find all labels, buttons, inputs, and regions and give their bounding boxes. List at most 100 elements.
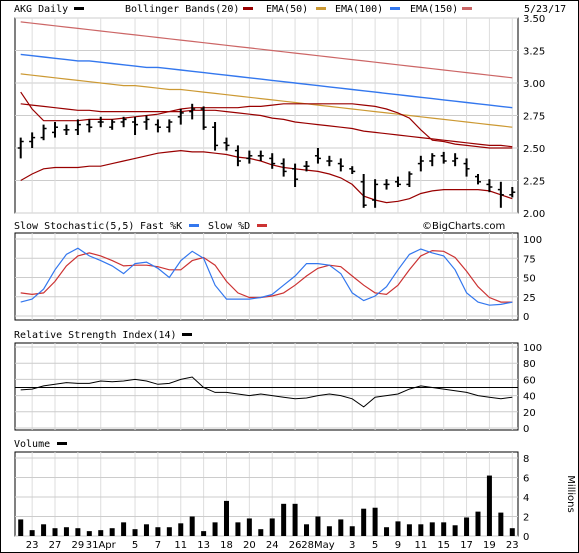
ohlc-bar <box>120 116 127 128</box>
ohlc-bar <box>234 145 241 167</box>
rsi-y-tick-label: 80 <box>523 359 536 370</box>
volume-bar <box>292 503 298 536</box>
volume-bar <box>109 528 115 536</box>
ohlc-bar <box>394 176 401 187</box>
bollinger-lower-line <box>20 149 513 204</box>
rsi-panel: 0 20 40 60 80 100 Relative Strength Index(14) <box>14 330 542 435</box>
ema150-legend-swatch <box>462 7 472 10</box>
volume-unit-label: Millions <box>565 475 576 512</box>
ohlc-bar <box>406 171 413 187</box>
volume-bar <box>338 519 344 536</box>
stochastic-y-tick-label: 0 <box>523 312 529 323</box>
x-tick-label: 11 <box>174 540 187 551</box>
volume-y-tick-label: 8 <box>523 454 529 465</box>
volume-bar <box>86 531 92 536</box>
volume-bar <box>429 522 435 536</box>
x-tick-label: 24 <box>266 540 279 551</box>
stochastic-title: Slow Stochastic(5,5) <box>14 221 134 232</box>
ohlc-bar <box>269 153 276 169</box>
date-label: 5/23/17 <box>524 4 566 15</box>
rsi-legend-swatch <box>182 333 192 336</box>
ohlc-bar <box>326 155 333 167</box>
x-tick-label: 5 <box>372 540 378 551</box>
volume-bar <box>235 522 241 536</box>
volume-bar <box>509 528 515 536</box>
price-y-tick-label: 3.50 <box>523 14 545 25</box>
ohlc-bar <box>452 153 459 167</box>
volume-bar <box>349 526 355 536</box>
volume-bar <box>246 518 252 536</box>
ema150-label: EMA(150) <box>410 4 458 15</box>
x-tick-label: 29 <box>72 540 85 551</box>
volume-bar <box>269 518 275 536</box>
volume-bar <box>315 516 321 536</box>
volume-bar <box>406 524 412 536</box>
volume-bar <box>212 522 218 536</box>
ohlc-bar <box>360 174 367 208</box>
volume-legend-swatch <box>57 442 67 445</box>
volume-bar <box>75 528 81 536</box>
volume-y-tick-label: 4 <box>523 493 529 504</box>
stochastic-y-tick-label: 100 <box>523 235 542 246</box>
volume-bar <box>372 507 378 536</box>
stochastic-y-tick-label: 25 <box>523 293 536 304</box>
volume-bar <box>441 522 447 536</box>
rsi-lines <box>20 376 513 408</box>
price-ohlc-bars <box>17 103 516 208</box>
x-tick-label: 17 <box>460 540 473 551</box>
ohlc-bar <box>440 151 447 164</box>
ohlc-bar <box>52 122 59 138</box>
price-y-axis: 2.00 2.25 2.50 2.75 3.00 3.25 3.50 <box>523 14 545 220</box>
price-panel: 2.00 2.25 2.50 2.75 3.00 3.25 3.50 AKG Daily B… <box>14 4 566 220</box>
rsi-y-tick-label: 60 <box>523 375 536 386</box>
volume-plot-area <box>14 451 519 537</box>
volume-bar <box>258 529 264 536</box>
fast-k-label: Fast %K <box>140 221 182 232</box>
x-tick-label: 7 <box>155 540 161 551</box>
volume-y-tick-label: 2 <box>523 513 529 524</box>
price-y-tick-label: 2.00 <box>523 209 545 220</box>
volume-bar <box>281 503 287 536</box>
rsi-y-tick-label: 40 <box>523 392 536 403</box>
ema-long-line <box>20 21 513 79</box>
ema50-legend-swatch <box>316 7 326 10</box>
x-tick-label: 11 <box>414 540 427 551</box>
x-tick-label: 3 <box>349 540 355 551</box>
ohlc-bar <box>29 132 36 148</box>
x-axis: 23 27 29 31Apr 5 7 11 13 18 20 24 26 28May 3 5 9 11 15 17 1… <box>26 540 519 551</box>
price-overlays <box>20 21 513 204</box>
ohlc-bar <box>257 150 264 161</box>
stochastic-lines <box>20 247 513 306</box>
volume-bar <box>166 527 172 536</box>
rsi-plot-area <box>14 342 519 431</box>
x-tick-label: 5 <box>132 540 138 551</box>
volume-y-tick-label: 0 <box>523 532 529 543</box>
ohlc-bar <box>337 158 344 172</box>
x-tick-label: 23 <box>506 540 519 551</box>
ohlc-bar <box>349 166 356 174</box>
ohlc-bar <box>223 137 230 151</box>
rsi-title: Relative Strength Index(14) <box>14 330 177 341</box>
slow-d-label: Slow %D <box>208 221 250 232</box>
x-tick-label: 23 <box>26 540 39 551</box>
price-y-tick-label: 3.00 <box>523 79 545 90</box>
ema150-line <box>20 53 513 109</box>
ema100-line <box>20 73 513 128</box>
ohlc-bar <box>280 158 287 177</box>
volume-bar <box>29 530 35 536</box>
ohlc-bar <box>486 179 493 193</box>
ohlc-bar <box>292 163 299 187</box>
rsi-y-tick-label: 20 <box>523 408 536 419</box>
bollinger-label: Bollinger Bands(20) <box>125 4 239 15</box>
price-y-tick-label: 2.25 <box>523 177 545 188</box>
volume-bar <box>304 524 310 536</box>
rsi-y-tick-label: 100 <box>523 343 542 354</box>
slow-d-line <box>20 249 513 303</box>
ohlc-bar <box>212 122 219 151</box>
ohlc-bar <box>154 119 161 133</box>
rsi-line <box>20 376 513 408</box>
ohlc-bar <box>509 187 516 198</box>
stochastic-y-tick-label: 50 <box>523 274 536 285</box>
volume-bar <box>418 524 424 536</box>
